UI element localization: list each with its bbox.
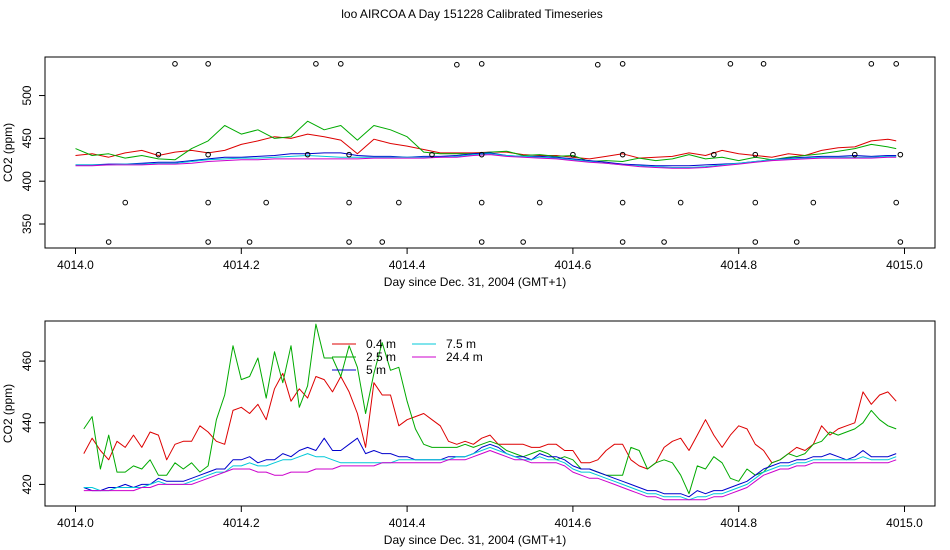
data-point xyxy=(793,239,800,245)
series-line-5-m xyxy=(83,437,897,498)
data-point xyxy=(536,199,543,206)
data-point xyxy=(246,239,253,245)
x-tick-label: 4014.6 xyxy=(555,258,592,272)
data-point xyxy=(619,61,626,67)
data-point xyxy=(478,239,485,245)
x-tick-label: 4015.0 xyxy=(886,258,923,272)
y-tick-label: 450 xyxy=(20,128,34,148)
data-point xyxy=(478,61,485,67)
data-point xyxy=(337,61,344,67)
data-point xyxy=(155,151,162,158)
legend-label: 5 m xyxy=(366,363,386,377)
y-tick-label: 350 xyxy=(20,214,34,234)
x-tick-label: 4015.0 xyxy=(886,516,923,530)
x-axis-label: Day since Dec. 31, 2004 (GMT+1) xyxy=(384,275,566,289)
data-point xyxy=(851,151,858,158)
data-point xyxy=(727,61,734,67)
plot-frame xyxy=(44,56,936,249)
data-point xyxy=(346,151,352,158)
data-point xyxy=(379,239,386,245)
plot-frame xyxy=(44,320,936,507)
data-point xyxy=(122,199,129,206)
data-point xyxy=(429,151,435,158)
data-point xyxy=(677,199,684,206)
data-point xyxy=(752,151,759,158)
x-tick-label: 4014.0 xyxy=(57,516,94,530)
data-point xyxy=(897,151,904,158)
data-point xyxy=(205,199,211,206)
data-point xyxy=(346,199,352,206)
series-line-7-5-m xyxy=(83,446,897,501)
legend-label: 2.5 m xyxy=(366,350,396,364)
data-point xyxy=(752,199,759,206)
data-point xyxy=(711,151,717,158)
x-axis-label: Day since Dec. 31, 2004 (GMT+1) xyxy=(384,533,566,547)
data-point xyxy=(205,151,211,158)
data-point xyxy=(172,61,178,67)
x-tick-label: 4014.2 xyxy=(223,258,260,272)
data-point xyxy=(760,61,767,67)
data-point xyxy=(304,151,311,158)
y-axis-label: CO2 (ppm) xyxy=(1,123,15,182)
chart-panel-2: 4014.0 4014.2 4014.4 4014.6 4014.8 4015.0 420 4… xyxy=(1,320,936,547)
series-line-7-5-m xyxy=(75,153,897,168)
data-point xyxy=(313,61,319,67)
y-tick-label: 460 xyxy=(20,351,34,371)
y-tick-label: 400 xyxy=(20,171,34,191)
x-tick-label: 4014.0 xyxy=(57,258,94,272)
figure-title: loo AIRCOA A Day 151228 Calibrated Times… xyxy=(341,7,603,21)
data-point xyxy=(810,199,817,206)
series-line-0-4-m xyxy=(83,372,897,470)
data-point xyxy=(897,239,904,245)
x-tick-label: 4014.8 xyxy=(720,258,757,272)
data-point xyxy=(454,61,460,68)
legend: 0.4 m2.5 m5 m 7.5 m24.4 m xyxy=(332,337,483,377)
series-line-24-4-m xyxy=(75,154,897,169)
data-point xyxy=(619,151,626,158)
plot-area xyxy=(83,323,897,501)
plot-area xyxy=(75,61,904,245)
x-tick-label: 4014.2 xyxy=(223,516,260,530)
legend-label: 0.4 m xyxy=(366,337,396,351)
series-line-2-5-m xyxy=(75,120,897,162)
data-point xyxy=(893,61,900,67)
series-line-24-4-m xyxy=(83,450,897,501)
y-tick-label: 420 xyxy=(20,474,34,494)
data-point xyxy=(346,239,352,245)
data-point xyxy=(478,151,485,158)
data-point xyxy=(619,199,626,206)
y-tick-label: 440 xyxy=(20,412,34,432)
data-point xyxy=(205,61,211,67)
data-point xyxy=(263,199,269,206)
x-tick-label: 4014.4 xyxy=(389,516,426,530)
data-point xyxy=(868,61,875,67)
data-point xyxy=(893,199,900,206)
x-tick-label: 4014.4 xyxy=(389,258,426,272)
data-point xyxy=(396,199,402,206)
x-tick-label: 4014.8 xyxy=(720,516,757,530)
data-point xyxy=(594,61,601,68)
y-tick-label: 500 xyxy=(20,85,34,105)
data-point xyxy=(661,239,667,245)
data-point xyxy=(570,151,576,158)
legend-label: 24.4 m xyxy=(446,350,483,364)
x-tick-label: 4014.6 xyxy=(555,516,592,530)
chart-panel-1: 4014.0 4014.2 4014.4 4014.6 4014.8 4015.0 350 4… xyxy=(1,56,936,289)
legend-label: 7.5 m xyxy=(446,337,476,351)
series-line-2-5-m xyxy=(83,323,897,495)
data-point xyxy=(752,239,759,245)
data-point xyxy=(478,199,485,206)
data-point xyxy=(619,239,626,245)
data-point xyxy=(520,239,526,245)
data-point xyxy=(205,239,211,245)
data-point xyxy=(105,239,112,245)
y-axis-label: CO2 (ppm) xyxy=(1,384,15,443)
